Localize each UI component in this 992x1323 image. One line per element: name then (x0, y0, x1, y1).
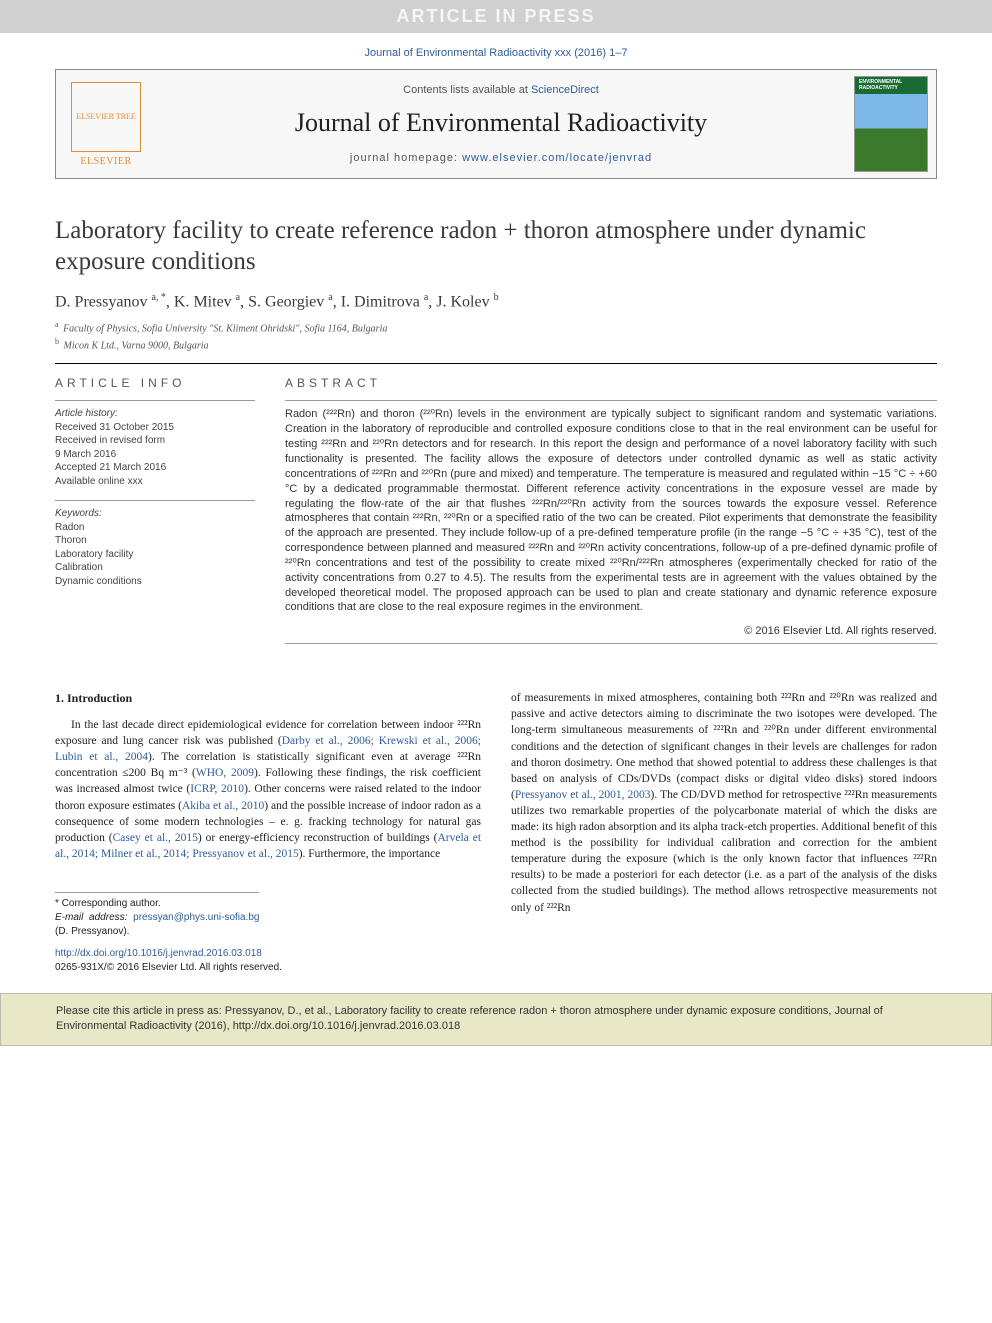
affiliation-line: b Micon K Ltd., Varna 9000, Bulgaria (55, 336, 937, 353)
author-list: D. Pressyanov a, *, K. Mitev a, S. Georg… (55, 292, 937, 311)
journal-cover-block (846, 70, 936, 178)
affiliation-line: a Faculty of Physics, Sofia University "… (55, 319, 937, 336)
sciencedirect-link[interactable]: ScienceDirect (531, 84, 599, 96)
abstract-heading: ABSTRACT (285, 376, 937, 390)
article-title: Laboratory facility to create reference … (55, 215, 937, 278)
journal-homepage-link[interactable]: www.elsevier.com/locate/jenvrad (462, 152, 652, 164)
doi-block: http://dx.doi.org/10.1016/j.jenvrad.2016… (55, 947, 481, 975)
intro-paragraph-col1: In the last decade direct epidemiologica… (55, 717, 481, 862)
keyword-line: Laboratory facility (55, 548, 255, 562)
section-title: Introduction (67, 691, 132, 705)
article-info-column: ARTICLE INFO Article history: Received 3… (55, 364, 255, 650)
reference-link[interactable]: Pressyanov et al., 2001, 2003 (515, 789, 651, 801)
journal-cover-thumbnail (854, 76, 928, 172)
history-label: Article history: (55, 407, 255, 421)
corresponding-author-note: * Corresponding author. (55, 897, 259, 911)
abstract-column: ABSTRACT Radon (²²²Rn) and thoron (²²⁰Rn… (285, 364, 937, 650)
corr-text: Corresponding author. (62, 898, 161, 909)
history-line: Received in revised form (55, 434, 255, 448)
keyword-line: Radon (55, 521, 255, 535)
rights-line: 0265-931X/© 2016 Elsevier Ltd. All right… (55, 962, 282, 973)
abstract-copyright: © 2016 Elsevier Ltd. All rights reserved… (285, 625, 937, 637)
section-heading-intro: 1. Introduction (55, 690, 481, 707)
footnotes-block: * Corresponding author. E-mail address: … (55, 892, 259, 939)
contents-available-line: Contents lists available at ScienceDirec… (156, 84, 846, 96)
please-cite-box: Please cite this article in press as: Pr… (0, 993, 992, 1046)
journal-masthead: ELSEVIER TREE ELSEVIER Contents lists av… (55, 69, 937, 179)
elsevier-tree-icon: ELSEVIER TREE (71, 82, 141, 152)
contents-prefix: Contents lists available at (403, 84, 531, 96)
keyword-line: Thoron (55, 534, 255, 548)
reference-link[interactable]: Casey et al., 2015 (113, 832, 198, 844)
keywords-block: Keywords: RadonThoronLaboratory facility… (55, 507, 255, 588)
journal-name: Journal of Environmental Radioactivity (156, 108, 846, 138)
article-in-press-banner: ARTICLE IN PRESS (0, 0, 992, 33)
body-column-right: of measurements in mixed atmospheres, co… (511, 690, 937, 975)
body-column-left: 1. Introduction In the last decade direc… (55, 690, 481, 975)
section-number: 1. (55, 691, 64, 705)
body-two-column: 1. Introduction In the last decade direc… (55, 690, 937, 975)
abstract-text: Radon (²²²Rn) and thoron (²²⁰Rn) levels … (285, 407, 937, 615)
masthead-center: Contents lists available at ScienceDirec… (156, 70, 846, 178)
article-history-block: Article history: Received 31 October 201… (55, 407, 255, 488)
publisher-name: ELSEVIER (80, 156, 131, 167)
corresponding-email-link[interactable]: pressyan@phys.uni-sofia.bg (133, 912, 259, 923)
reference-link[interactable]: Darby et al., 2006; Krewski et al., 2006… (55, 735, 481, 763)
keywords-label: Keywords: (55, 507, 255, 521)
article-info-heading: ARTICLE INFO (55, 376, 255, 390)
email-line: E-mail address: pressyan@phys.uni-sofia.… (55, 911, 259, 939)
email-attribution: (D. Pressyanov). (55, 926, 129, 937)
divider-thin (285, 643, 937, 644)
reference-link[interactable]: ICRP, 2010 (190, 783, 244, 795)
email-label: E-mail address: (55, 912, 127, 923)
intro-paragraph-col2: of measurements in mixed atmospheres, co… (511, 690, 937, 915)
publisher-block: ELSEVIER TREE ELSEVIER (56, 70, 156, 178)
divider-thin (285, 400, 937, 401)
doi-link[interactable]: http://dx.doi.org/10.1016/j.jenvrad.2016… (55, 948, 262, 959)
divider-thin (55, 500, 255, 501)
homepage-line: journal homepage: www.elsevier.com/locat… (156, 152, 846, 164)
divider-thin (55, 400, 255, 401)
homepage-prefix: journal homepage: (350, 152, 462, 164)
reference-link[interactable]: WHO, 2009 (196, 767, 254, 779)
keyword-line: Dynamic conditions (55, 575, 255, 589)
history-line: Accepted 21 March 2016 (55, 461, 255, 475)
keyword-line: Calibration (55, 561, 255, 575)
reference-link[interactable]: Akiba et al., 2010 (182, 800, 264, 812)
history-line: Available online xxx (55, 475, 255, 489)
affiliations-block: a Faculty of Physics, Sofia University "… (55, 319, 937, 354)
history-line: Received 31 October 2015 (55, 421, 255, 435)
top-citation-line: Journal of Environmental Radioactivity x… (55, 47, 937, 59)
corr-marker: * (55, 898, 59, 909)
history-line: 9 March 2016 (55, 448, 255, 462)
